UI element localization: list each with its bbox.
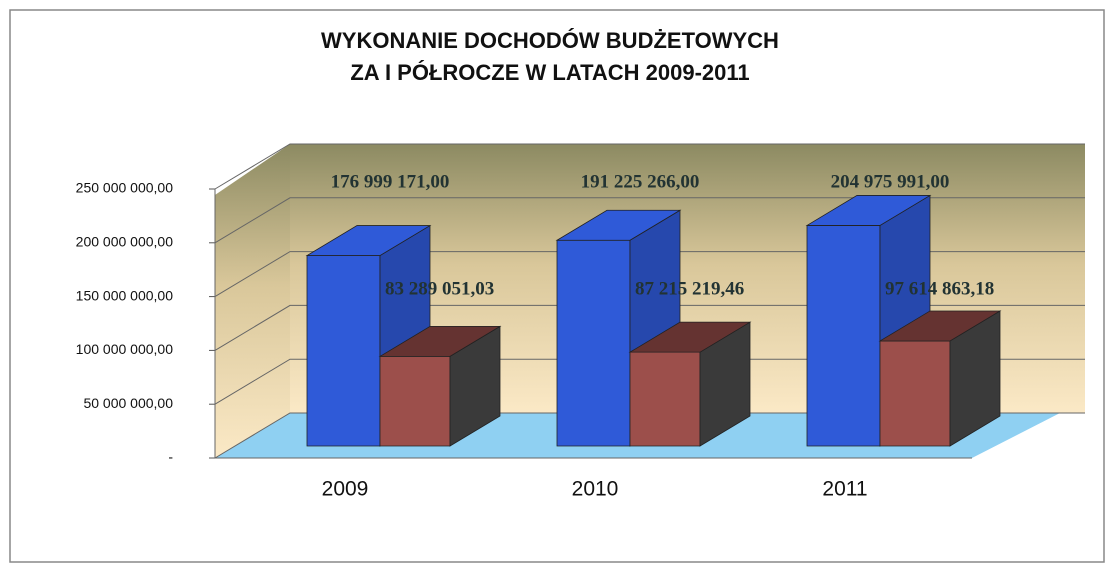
y-tick-label: 50 000 000,00 bbox=[83, 395, 173, 411]
bar-0-face bbox=[306, 255, 381, 447]
bar-1 bbox=[378, 325, 502, 447]
bar-1-face bbox=[879, 340, 951, 447]
bar-1-face bbox=[378, 325, 502, 357]
bar-0-face bbox=[305, 225, 432, 256]
x-tick-label: 2009 bbox=[322, 478, 369, 501]
bar-1-face bbox=[628, 321, 752, 353]
y-tick-label: 250 000 000,00 bbox=[76, 180, 174, 196]
value-label: 204 975 991,00 bbox=[831, 171, 950, 192]
bar-1 bbox=[628, 321, 752, 447]
value-label: 87 215 219,46 bbox=[635, 278, 744, 299]
bar-1-face bbox=[379, 355, 451, 447]
side-wall bbox=[215, 144, 290, 458]
value-label: 191 225 266,00 bbox=[581, 171, 700, 192]
bar-1-face bbox=[629, 351, 701, 447]
chart-title: WYKONANIE DOCHODÓW BUDŻETOWYCH bbox=[321, 28, 779, 53]
y-tick-label: 200 000 000,00 bbox=[76, 234, 174, 250]
bar-0-face bbox=[806, 225, 881, 447]
x-tick-label: 2010 bbox=[572, 478, 619, 501]
chart-title: ZA I PÓŁROCZE W LATACH 2009-2011 bbox=[350, 60, 749, 85]
bar-1-face bbox=[878, 310, 1002, 342]
y-tick-label: 100 000 000,00 bbox=[76, 341, 174, 357]
grid-line bbox=[214, 197, 1085, 244]
value-label: 176 999 171,00 bbox=[331, 171, 450, 192]
x-tick-label: 2011 bbox=[822, 478, 867, 501]
bar-1 bbox=[878, 310, 1002, 447]
bar-0-face bbox=[556, 239, 631, 447]
grid-line bbox=[214, 143, 1085, 190]
bar-0-face bbox=[805, 195, 932, 226]
bar-0-face bbox=[555, 209, 682, 241]
y-tick-label: 150 000 000,00 bbox=[76, 287, 174, 303]
y-tick-label: - bbox=[168, 449, 173, 465]
value-label: 83 289 051,03 bbox=[385, 278, 494, 299]
value-label: 97 614 863,18 bbox=[885, 278, 994, 299]
